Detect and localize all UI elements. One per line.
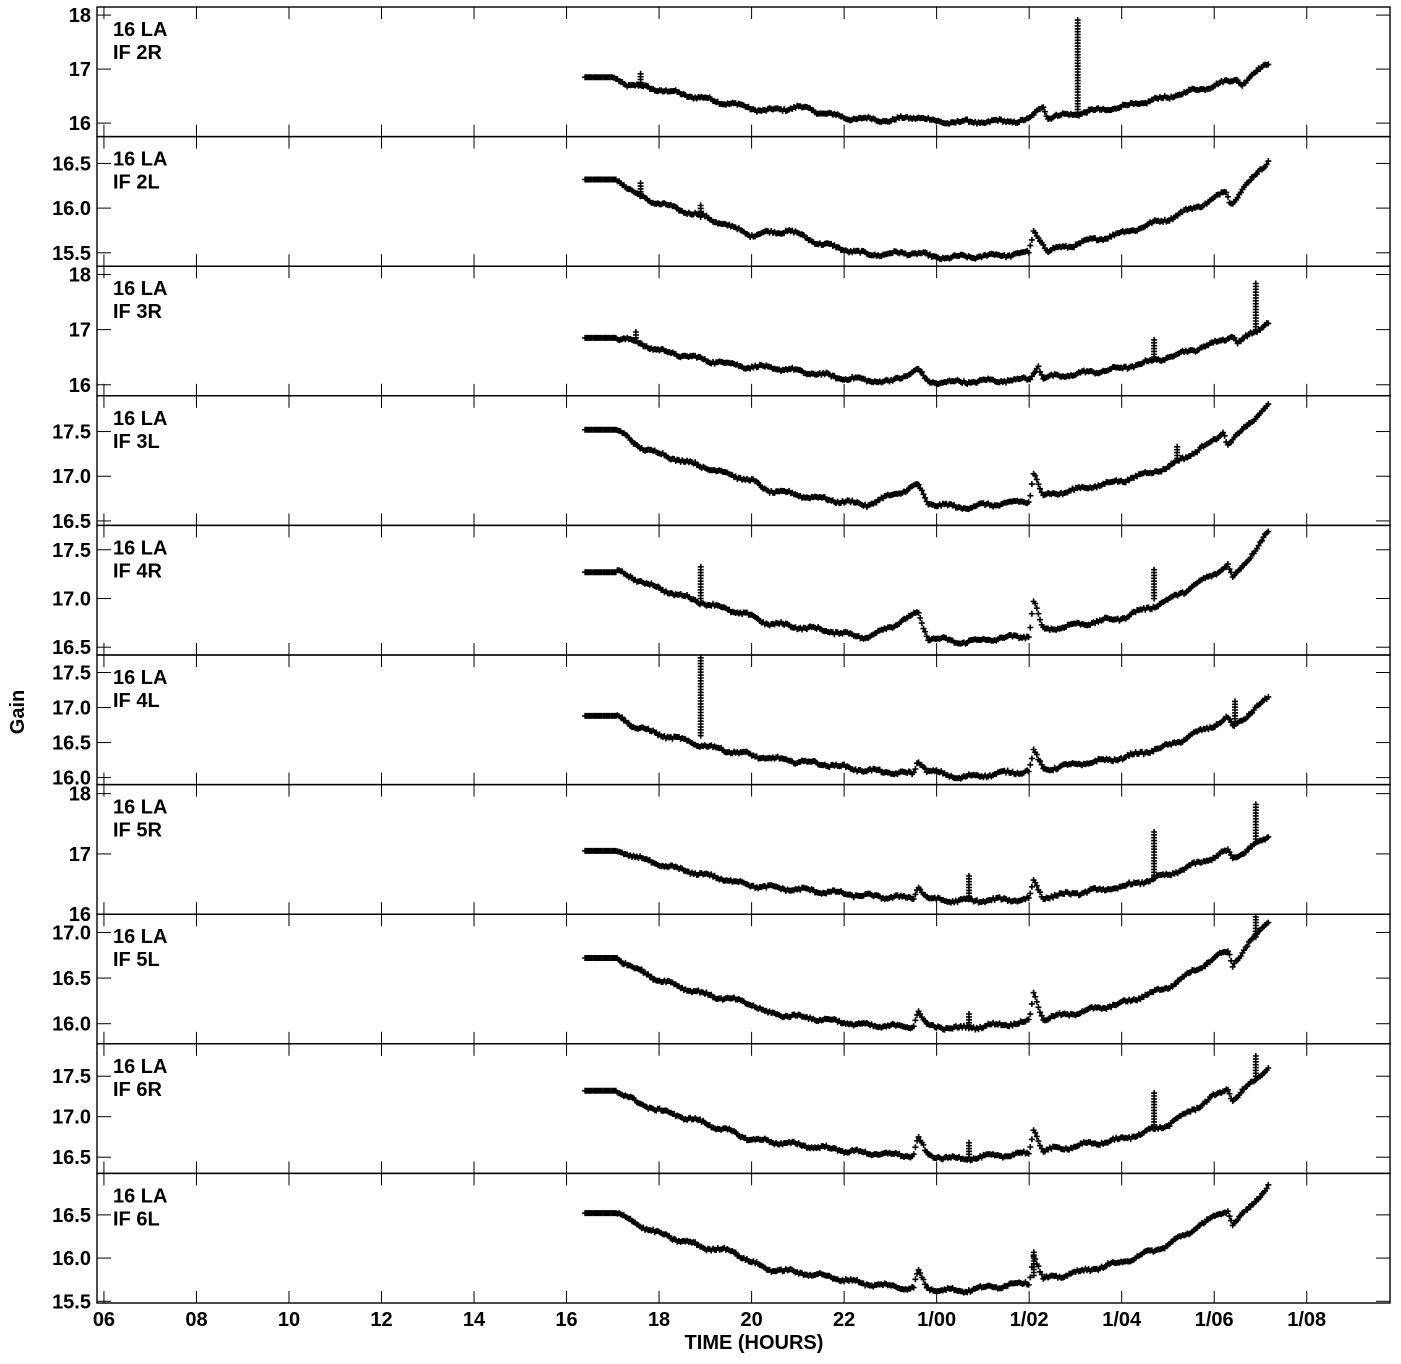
- y-tick-label: 17.0: [52, 588, 91, 610]
- x-tick-label: 06: [93, 1309, 115, 1331]
- y-tick-label: 17.0: [52, 1107, 91, 1129]
- y-tick-label: 16: [69, 113, 91, 135]
- y-tick-label: 16.0: [52, 1248, 91, 1270]
- x-tick-label: 14: [463, 1309, 486, 1331]
- y-tick-label: 18: [69, 5, 91, 27]
- panel-frame: [96, 783, 1391, 915]
- panel-channel-label: IF 5R: [113, 820, 162, 842]
- x-tick-label: 1/06: [1195, 1309, 1234, 1331]
- y-tick-label: 16: [69, 375, 91, 397]
- data-points: [582, 1053, 1272, 1164]
- panel-channel-label: IF 2L: [113, 172, 160, 194]
- panel-channel-label: IF 5L: [113, 949, 160, 971]
- y-tick-label: 17.0: [52, 922, 91, 944]
- y-tick-label: 15.5: [52, 243, 91, 265]
- panel-channel-label: IF 6L: [113, 1208, 160, 1230]
- data-points: [582, 913, 1272, 1033]
- y-tick-label: 17.5: [52, 540, 91, 562]
- y-tick-label: 16.5: [52, 511, 91, 533]
- x-tick-label: 1/00: [917, 1309, 956, 1331]
- panel-antenna-label: 16 LA: [113, 667, 167, 689]
- data-points: [582, 17, 1272, 127]
- y-tick-label: 16.0: [52, 198, 91, 220]
- y-tick-label: 18: [69, 784, 91, 806]
- y-tick-label: 16.0: [52, 1014, 91, 1036]
- panel-channel-label: IF 3R: [113, 301, 162, 323]
- y-tick-label: 17.0: [52, 466, 91, 488]
- panel-frame: [96, 913, 1391, 1045]
- x-axis-label: TIME (HOURS): [685, 1332, 824, 1354]
- panel-antenna-label: 16 LA: [113, 537, 167, 559]
- panel-frame: [96, 524, 1391, 656]
- x-tick-label: 08: [185, 1309, 207, 1331]
- panel-antenna-label: 16 LA: [113, 278, 167, 300]
- data-points: [582, 528, 1272, 647]
- panel-frame: [96, 265, 1391, 397]
- panel-channel-label: IF 4R: [113, 560, 162, 582]
- panel-antenna-label: 16 LA: [113, 149, 167, 171]
- panel-frame: [96, 135, 1391, 267]
- x-tick-label: 1/08: [1287, 1309, 1326, 1331]
- x-tick-label: 1/02: [1010, 1309, 1049, 1331]
- panel-channel-label: IF 4L: [113, 690, 160, 712]
- y-tick-label: 17.5: [52, 1066, 91, 1088]
- panel-frame: [96, 1172, 1391, 1304]
- y-tick-label: 17: [69, 59, 91, 81]
- y-axis-label: Gain: [7, 690, 29, 734]
- x-tick-label: 20: [740, 1309, 762, 1331]
- panel-frame: [96, 395, 1391, 527]
- panel-antenna-label: 16 LA: [113, 1185, 167, 1207]
- panel-antenna-label: 16 LA: [113, 19, 167, 41]
- data-points: [582, 654, 1272, 782]
- y-tick-label: 16.5: [52, 153, 91, 175]
- y-tick-label: 17.0: [52, 698, 91, 720]
- panel-channel-label: IF 3L: [113, 431, 160, 453]
- y-tick-label: 16.5: [52, 1205, 91, 1227]
- panel-frame: [96, 654, 1391, 786]
- data-points: [582, 401, 1272, 513]
- y-tick-label: 17.5: [52, 422, 91, 444]
- data-points: [582, 280, 1272, 387]
- panel-antenna-label: 16 LA: [113, 926, 167, 948]
- x-tick-label: 22: [833, 1309, 855, 1331]
- x-tick-label: 18: [648, 1309, 670, 1331]
- y-tick-label: 16.5: [52, 968, 91, 990]
- data-points: [582, 801, 1272, 906]
- y-tick-label: 18: [69, 264, 91, 286]
- y-tick-label: 16.5: [52, 1147, 91, 1169]
- panel-channel-label: IF 6R: [113, 1079, 162, 1101]
- x-tick-label: 16: [555, 1309, 577, 1331]
- y-tick-label: 17: [69, 320, 91, 342]
- y-tick-label: 17: [69, 844, 91, 866]
- y-tick-label: 17.5: [52, 663, 91, 685]
- x-tick-label: 1/04: [1102, 1309, 1142, 1331]
- y-tick-label: 15.5: [52, 1291, 91, 1313]
- data-points: [582, 1181, 1272, 1296]
- x-tick-label: 10: [278, 1309, 300, 1331]
- y-tick-label: 16: [69, 904, 91, 926]
- y-tick-label: 16.5: [52, 637, 91, 659]
- panel-antenna-label: 16 LA: [113, 408, 167, 430]
- panel-frame: [96, 6, 1391, 138]
- y-tick-label: 16.5: [52, 733, 91, 755]
- x-tick-label: 12: [370, 1309, 392, 1331]
- data-points: [582, 158, 1272, 263]
- panel-channel-label: IF 2R: [113, 42, 162, 64]
- panel-antenna-label: 16 LA: [113, 1056, 167, 1078]
- panel-antenna-label: 16 LA: [113, 797, 167, 819]
- y-tick-label: 16.0: [52, 768, 91, 790]
